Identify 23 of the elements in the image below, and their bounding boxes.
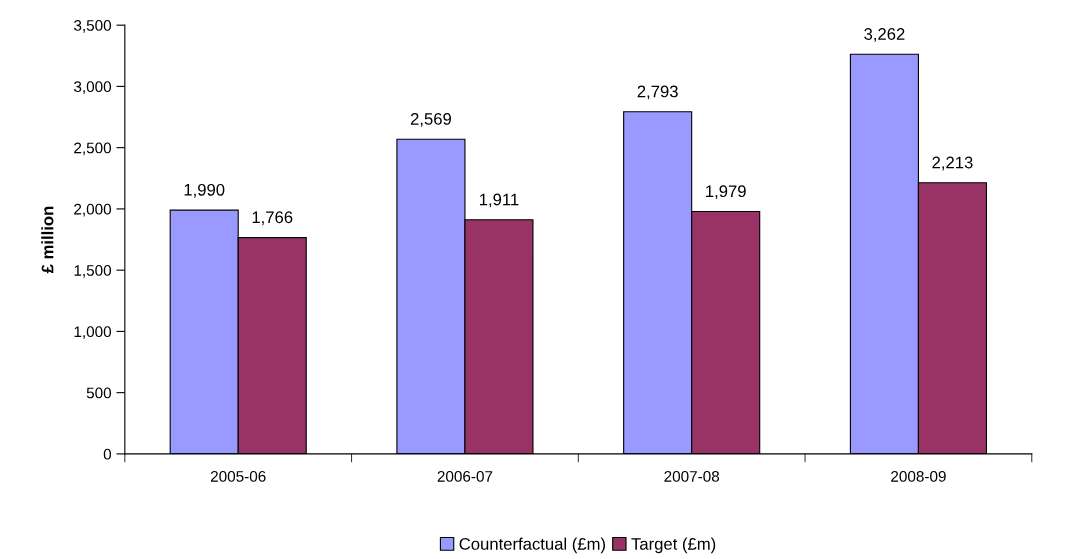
data-label: 3,262 [864,28,905,42]
y-tick-label: 2,500 [74,142,112,156]
data-label: 1,911 [479,193,519,208]
x-tick-label: 2008-09 [891,470,946,482]
x-tick-label: 2005-06 [210,470,266,482]
y-tick-label: 500 [86,387,112,399]
y-tick-label: 3,500 [74,20,112,33]
data-label: 2,569 [410,113,451,127]
data-label: 1,979 [706,185,746,200]
y-tick-label: 0 [103,448,112,460]
data-label: 2,213 [932,156,973,171]
data-label: 2,793 [637,85,678,100]
data-label: 1,990 [184,183,225,198]
y-tick-label: 2,000 [74,203,112,217]
x-tick-label: 2007-08 [664,470,720,482]
y-tick-label: 3,000 [74,81,112,94]
legend-label: Target (£m) [631,537,716,554]
legend-label: Counterfactual (£m) [459,537,605,554]
x-tick-label: 2006-07 [437,470,493,482]
y-axis-title: £ million [41,206,54,274]
data-label: 1,766 [252,211,293,226]
y-tick-label: 1,500 [74,265,112,278]
y-tick-label: 1,000 [74,326,112,339]
